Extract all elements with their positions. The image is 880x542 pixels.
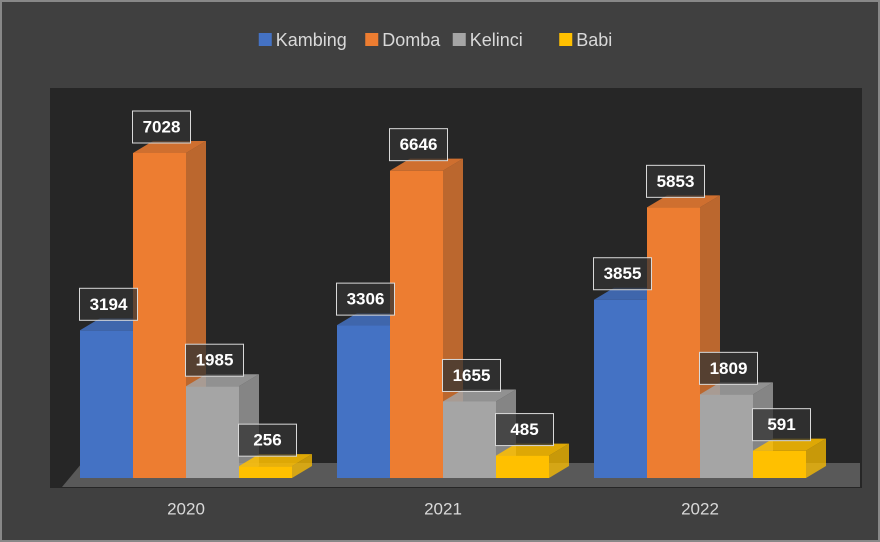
data-label-box — [185, 343, 244, 377]
bar — [390, 170, 443, 479]
data-label-box — [646, 164, 705, 198]
data-label-box — [495, 413, 554, 447]
x-tick-label: 2022 — [681, 499, 719, 518]
data-label: 1655 — [453, 366, 491, 385]
bar-side — [292, 454, 312, 478]
data-label-box — [336, 282, 395, 316]
data-label: 1985 — [196, 351, 234, 370]
bar — [700, 394, 753, 478]
legend-label: Kambing — [276, 30, 347, 50]
bar-top — [753, 438, 826, 451]
x-tick-label: 2020 — [167, 499, 205, 518]
data-label: 3306 — [347, 290, 385, 309]
bar-top — [647, 195, 720, 208]
legend-swatch — [559, 33, 573, 46]
legend-label: Domba — [382, 30, 441, 50]
data-label: 256 — [253, 431, 281, 450]
bar — [753, 450, 806, 478]
bar — [647, 207, 700, 478]
bar-top — [239, 454, 312, 467]
data-label: 485 — [510, 420, 538, 439]
legend-swatch — [452, 33, 466, 46]
bar-top — [700, 382, 773, 395]
bar — [186, 386, 239, 478]
bar-top — [443, 389, 516, 402]
data-label: 7028 — [143, 117, 181, 136]
bar-side — [806, 438, 826, 478]
bar-top — [496, 443, 569, 456]
legend-swatch — [258, 33, 272, 46]
data-label: 5853 — [657, 172, 695, 191]
data-label: 3194 — [90, 295, 128, 314]
bar-top — [133, 141, 206, 153]
bar — [443, 401, 496, 478]
legend-label: Kelinci — [470, 30, 523, 50]
data-label-box — [593, 257, 652, 291]
data-label: 591 — [767, 415, 795, 434]
bar — [337, 325, 390, 478]
bar-side — [549, 443, 569, 478]
legend-label: Babi — [576, 30, 612, 50]
bar — [133, 153, 186, 478]
bar — [80, 330, 133, 478]
bar-top — [390, 158, 463, 171]
x-tick-label: 2021 — [424, 499, 462, 518]
data-label-box — [79, 287, 138, 321]
data-label: 1809 — [710, 359, 748, 378]
data-label-box — [238, 423, 297, 457]
data-label-box — [752, 408, 811, 442]
bar-top — [186, 374, 259, 387]
data-label-box — [699, 351, 758, 385]
data-label: 6646 — [400, 135, 438, 154]
bar — [594, 299, 647, 478]
bar — [496, 455, 549, 478]
data-label-box — [132, 110, 191, 144]
data-label: 3855 — [604, 264, 642, 283]
legend-swatch — [365, 33, 379, 46]
data-label-box — [389, 128, 448, 162]
data-label-box — [442, 358, 501, 392]
bar — [239, 466, 292, 478]
